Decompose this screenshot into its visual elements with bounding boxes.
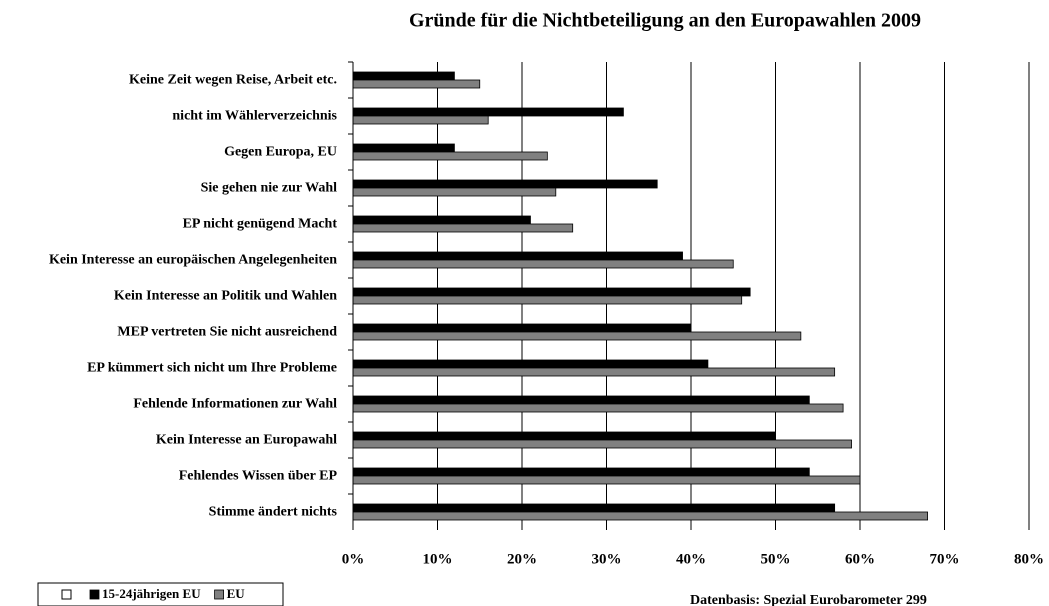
y-tick-label: Stimme ändert nichts xyxy=(208,504,337,520)
bar xyxy=(352,223,574,233)
y-tick-label: Kein Interesse an Politik und Wahlen xyxy=(113,288,337,304)
bar xyxy=(352,259,734,269)
bar xyxy=(352,403,844,413)
bar xyxy=(352,187,557,197)
bar xyxy=(352,475,861,485)
legend-swatch xyxy=(89,589,100,600)
y-tick-label: Kein Interesse an Europawahl xyxy=(155,432,337,448)
bar xyxy=(352,503,836,513)
bar xyxy=(352,71,455,81)
bar xyxy=(352,287,751,297)
bar xyxy=(352,107,624,117)
legend-swatch xyxy=(214,589,224,600)
bar xyxy=(352,359,709,369)
bar xyxy=(352,323,692,333)
x-tick-label: 0% xyxy=(342,551,365,567)
bar xyxy=(352,431,776,441)
chart-title: Gründe für die Nichtbeteiligung an den E… xyxy=(409,10,921,32)
bar xyxy=(352,367,836,377)
bar xyxy=(352,439,852,449)
y-tick-label: Keine Zeit wegen Reise, Arbeit etc. xyxy=(129,72,337,88)
x-tick-label: 50% xyxy=(761,551,791,567)
y-tick-label: EP nicht genügend Macht xyxy=(182,216,337,232)
x-tick-label: 70% xyxy=(930,551,960,567)
bar xyxy=(352,179,658,189)
bar xyxy=(352,331,802,341)
legend-label: EU xyxy=(227,586,246,601)
bar xyxy=(352,215,531,225)
y-tick-label: Sie gehen nie zur Wahl xyxy=(200,180,337,196)
bar xyxy=(352,467,810,477)
legend-label: 15-24jährigen EU xyxy=(102,586,201,601)
x-tick-label: 10% xyxy=(423,551,453,567)
source-note: Datenbasis: Spezial Eurobarometer 299 xyxy=(690,593,927,606)
bar xyxy=(352,395,810,405)
bar xyxy=(352,151,548,161)
y-tick-label: Kein Interesse an europäischen Angelegen… xyxy=(48,252,337,268)
x-tick-label: 20% xyxy=(507,551,537,567)
y-tick-label: Fehlende Informationen zur Wahl xyxy=(133,396,337,412)
legend-box xyxy=(37,582,284,606)
x-tick-label: 40% xyxy=(676,551,706,567)
bar xyxy=(352,143,455,153)
bar xyxy=(352,251,683,261)
y-tick-label: nicht im Wählerverzeichnis xyxy=(172,108,337,124)
bar xyxy=(352,511,928,521)
bar xyxy=(352,295,743,305)
y-tick-label: Fehlendes Wissen über EP xyxy=(178,468,337,484)
bar xyxy=(352,79,481,89)
bar xyxy=(352,115,489,125)
y-tick-label: EP kümmert sich nicht um Ihre Probleme xyxy=(87,360,337,376)
y-tick-label: MEP vertreten Sie nicht ausreichend xyxy=(117,324,337,340)
x-tick-label: 30% xyxy=(592,551,622,567)
y-tick-label: Gegen Europa, EU xyxy=(224,144,337,160)
legend-empty-swatch xyxy=(61,589,72,600)
x-tick-label: 80% xyxy=(1014,551,1044,567)
x-tick-label: 60% xyxy=(845,551,875,567)
